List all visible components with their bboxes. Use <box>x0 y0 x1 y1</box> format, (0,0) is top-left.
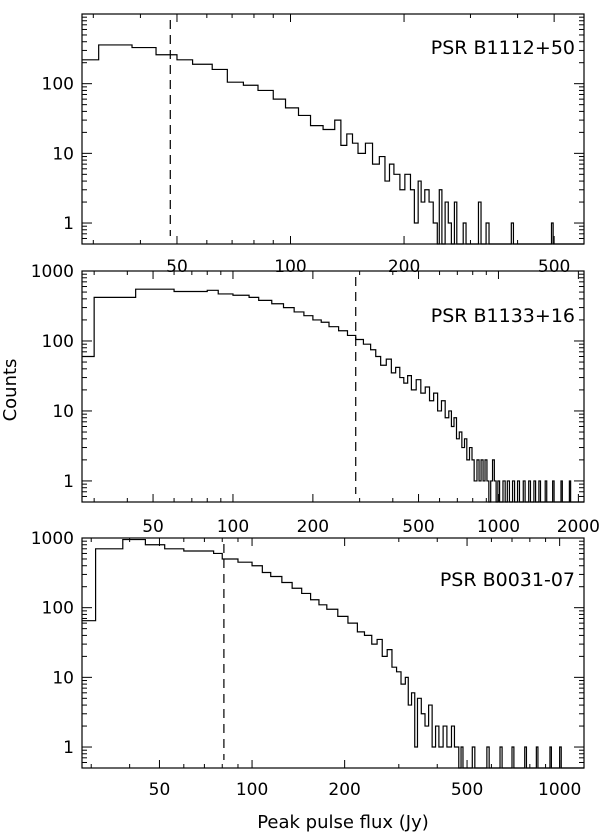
panel-2: 50 100 200 500 1000 2000 1 10 100 1000 PSR B1133+1… <box>31 262 600 537</box>
pulsar-label: PSR B1112+50 <box>431 37 575 59</box>
plot-frame <box>81 13 585 245</box>
panel-3: 50 100 200 500 1000 1 10 100 1000 PSR B0031-07 <box>31 529 585 800</box>
histogram-steps <box>82 288 584 503</box>
y-tick-label: 1 <box>63 472 74 492</box>
x-tick-label: 50 <box>142 517 164 537</box>
x-tick-label: 50 <box>166 257 188 277</box>
panel-1: 50 100 200 500 1 10 100 PSR B1112+50 <box>42 13 585 277</box>
x-tick-label: 200 <box>328 780 360 800</box>
y-tick-label: 1 <box>63 214 74 234</box>
pulsar-label: PSR B1133+16 <box>431 305 575 327</box>
histogram-steps <box>82 538 584 769</box>
x-tick-label: 500 <box>402 517 434 537</box>
x-tick-label: 200 <box>388 257 420 277</box>
x-tick-label: 100 <box>274 257 306 277</box>
x-tick-label: 500 <box>538 257 570 277</box>
x-tick-label: 500 <box>451 780 483 800</box>
x-tick-label: 100 <box>217 517 249 537</box>
y-tick-label: 1 <box>63 738 74 758</box>
x-axis-label: Peak pulse flux (Jy) <box>257 812 429 833</box>
x-tick-label: 200 <box>297 517 329 537</box>
y-tick-label: 1000 <box>31 262 74 282</box>
y-tick-label: 10 <box>52 144 74 164</box>
x-tick-label: 2000 <box>557 517 600 537</box>
histogram-steps <box>82 44 584 245</box>
y-tick-label: 10 <box>52 402 74 422</box>
pulsar-label: PSR B0031-07 <box>440 569 575 591</box>
y-tick-label: 100 <box>42 599 74 619</box>
plot-frame <box>81 270 585 503</box>
y-tick-label: 10 <box>52 668 74 688</box>
plot-frame <box>81 537 585 769</box>
x-tick-label: 1000 <box>477 517 520 537</box>
y-tick-label: 100 <box>42 332 74 352</box>
y-tick-label: 100 <box>42 75 74 95</box>
x-tick-label: 1000 <box>538 780 581 800</box>
y-tick-label: 1000 <box>31 529 74 549</box>
y-axis-label: Counts <box>0 359 21 422</box>
x-tick-label: 50 <box>149 780 171 800</box>
x-tick-label: 100 <box>236 780 268 800</box>
